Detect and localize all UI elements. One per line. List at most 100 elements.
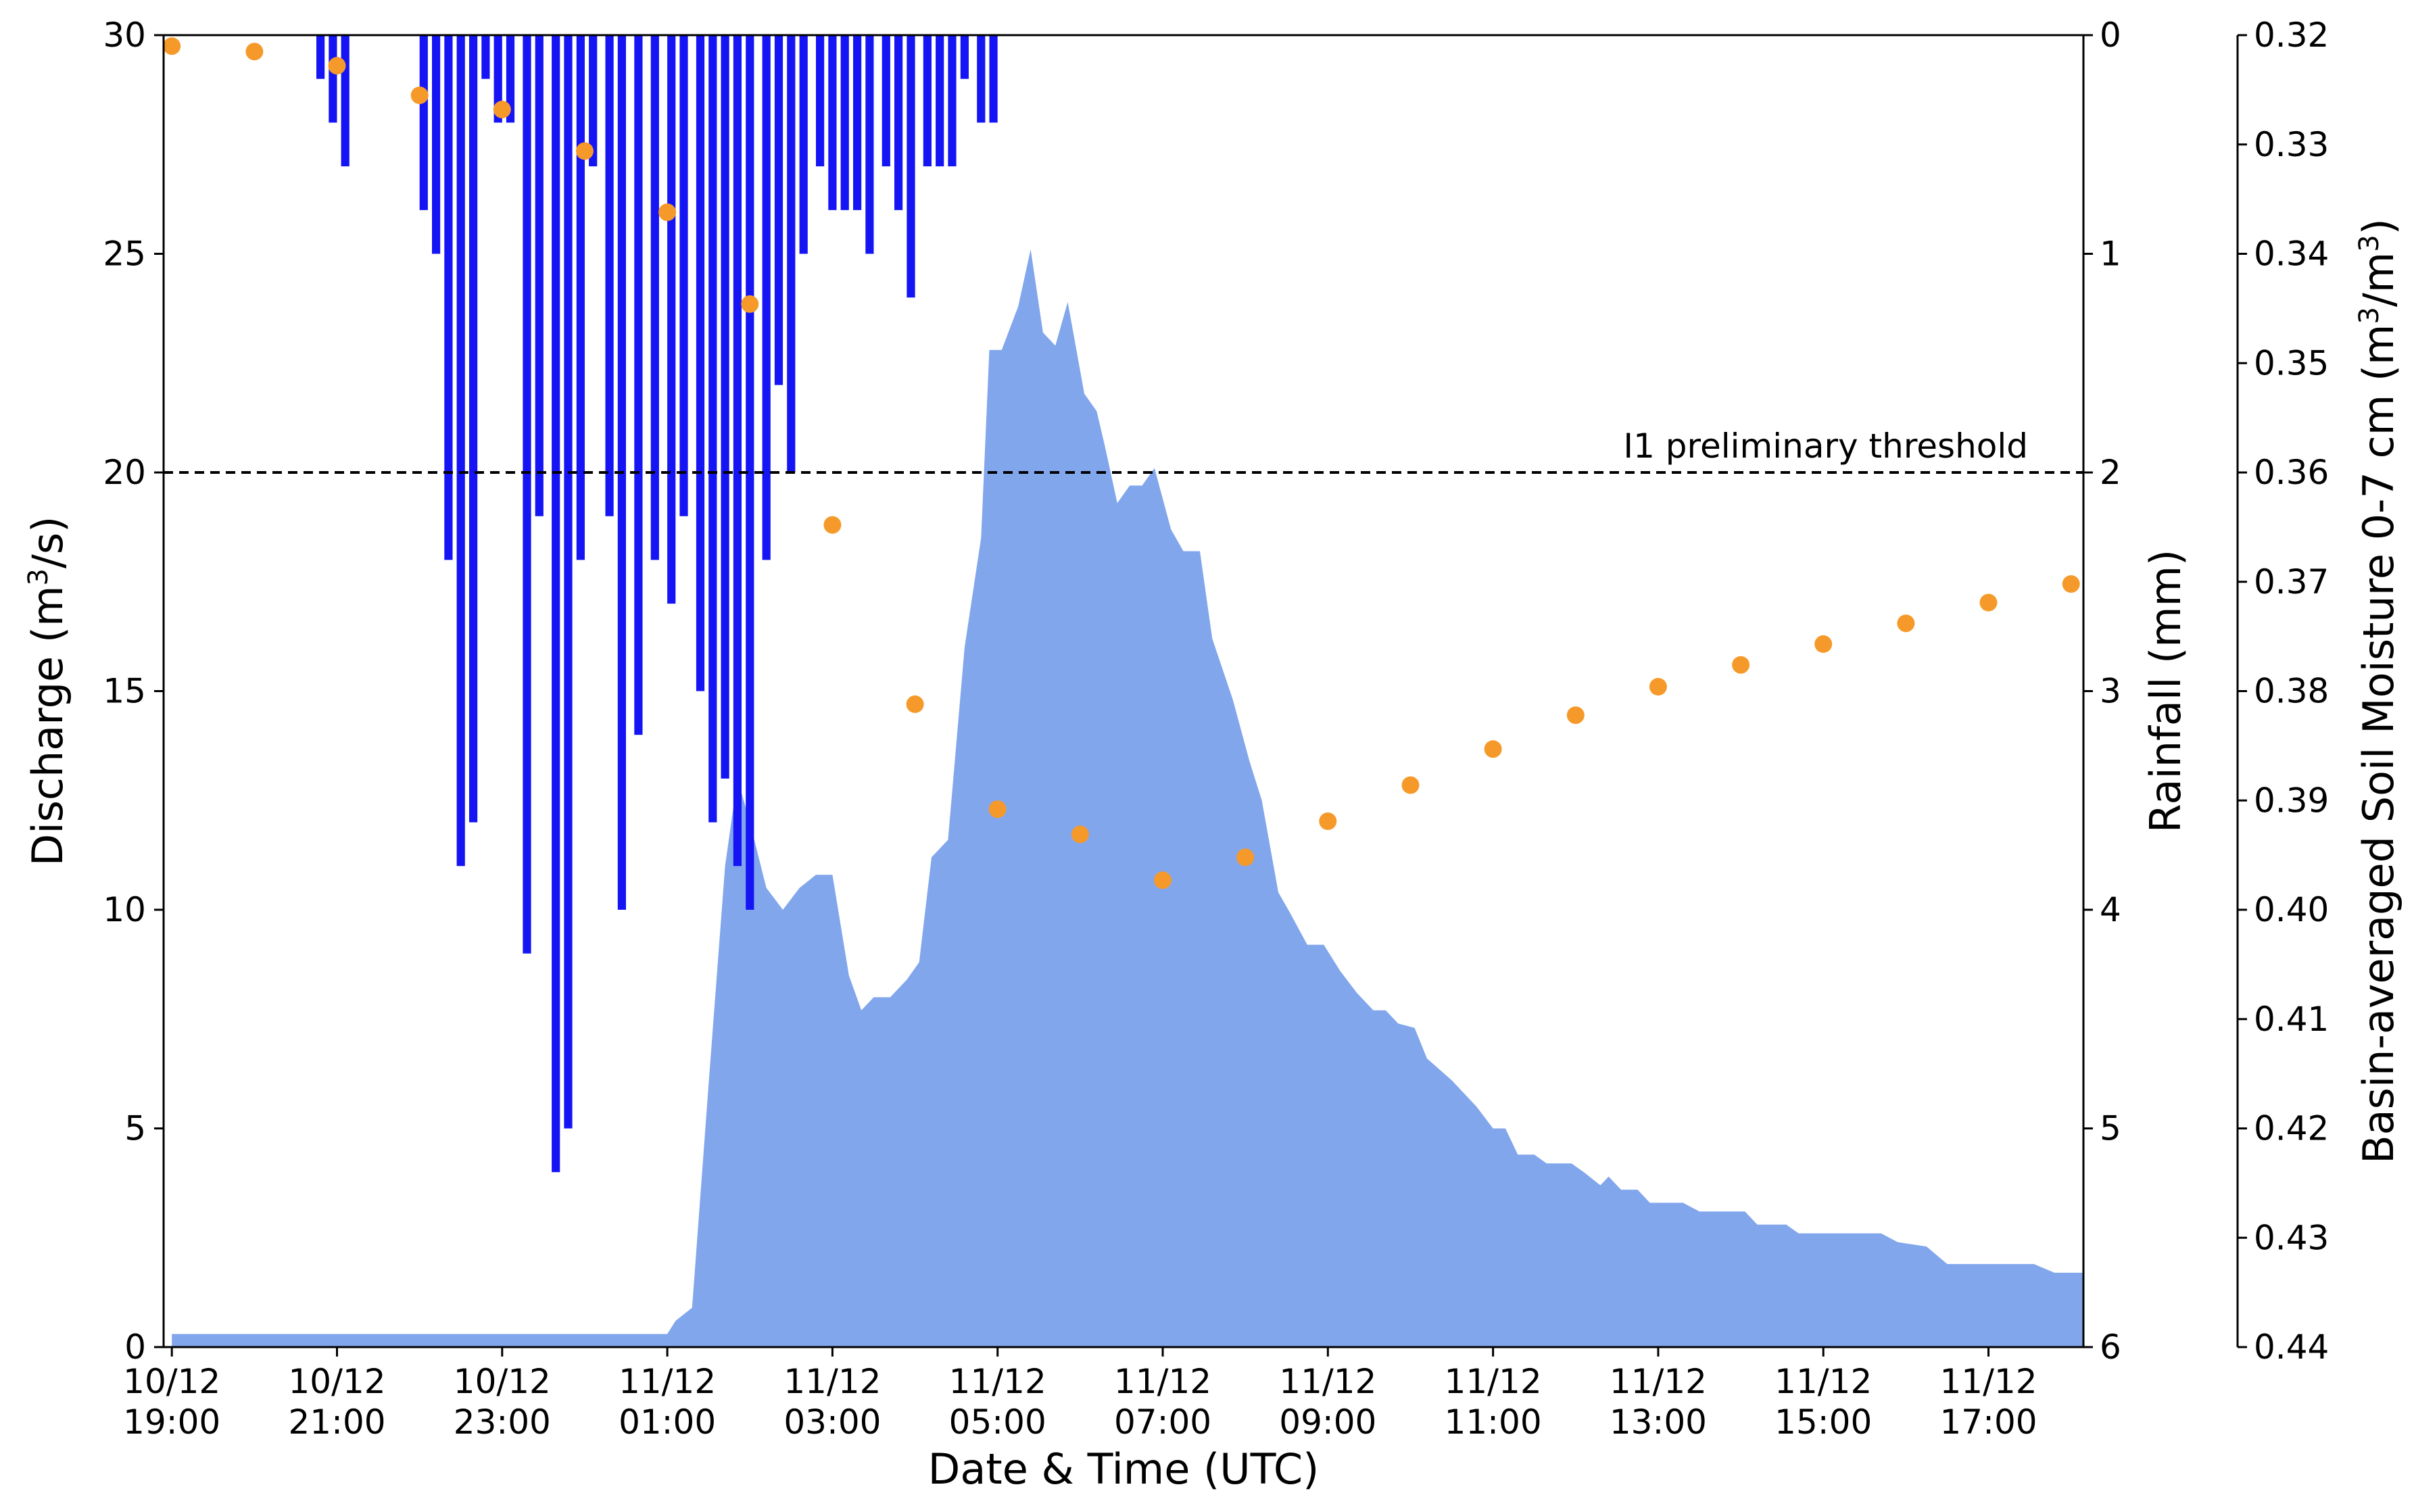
discharge-tick-label-6: 30 (103, 16, 146, 55)
soil-moisture-point-17 (1566, 706, 1585, 725)
soil-moisture-tick-label-3: 0.35 (2254, 343, 2329, 383)
rainfall-bar-10 (506, 35, 515, 123)
x-tick-label-time-11: 17:00 (1939, 1403, 2037, 1442)
soil-moisture-tick-label-4: 0.36 (2254, 453, 2329, 492)
soil-moisture-tick-label-8: 0.40 (2254, 890, 2329, 929)
rainfall-bar-0 (316, 35, 325, 79)
x-tick-label-time-10: 15:00 (1775, 1403, 1872, 1442)
rainfall-bar-24 (708, 35, 717, 823)
soil-moisture-point-18 (1649, 678, 1667, 696)
rainfall-bar-36 (865, 35, 874, 254)
rainfall-bars-layer (316, 35, 998, 1173)
x-tick-label-date-1: 10/12 (288, 1362, 385, 1401)
rainfall-bar-45 (989, 35, 998, 123)
x-tick-label-date-3: 11/12 (619, 1362, 716, 1401)
x-tick-label-time-8: 11:00 (1445, 1403, 1542, 1442)
soil-moisture-tick-label-9: 0.41 (2254, 1000, 2329, 1039)
discharge-tick-label-5: 25 (103, 235, 146, 274)
x-tick-label-date-11: 11/12 (1939, 1362, 2037, 1401)
soil-moisture-point-6 (658, 203, 677, 221)
rainfall-bar-28 (762, 35, 771, 560)
soil-moisture-tick-label-1: 0.33 (2254, 125, 2329, 164)
rainfall-bar-22 (679, 35, 688, 516)
rainfall-tick-label-0: 0 (2100, 16, 2121, 55)
soil-moisture-tick-label-11: 0.43 (2254, 1218, 2329, 1257)
rainfall-bar-32 (816, 35, 825, 167)
x-tick-label-date-0: 10/12 (123, 1362, 220, 1401)
soil-moisture-point-8 (823, 516, 842, 534)
rainfall-tick-label-5: 5 (2100, 1109, 2121, 1148)
soil-moisture-point-4 (493, 101, 511, 118)
rainfall-bar-14 (564, 35, 573, 1129)
rainfall-bar-12 (535, 35, 544, 516)
rainfall-bar-11 (523, 35, 531, 954)
rainfall-bar-44 (977, 35, 986, 123)
rainfall-tick-label-2: 2 (2100, 453, 2121, 492)
rainfall-tick-label-4: 4 (2100, 890, 2121, 929)
rainfall-bar-5 (444, 35, 453, 560)
soil-moisture-point-23 (2062, 575, 2080, 593)
soil-moisture-tick-label-6: 0.38 (2254, 672, 2329, 711)
soil-moisture-point-10 (988, 800, 1007, 819)
rainfall-bar-23 (696, 35, 705, 691)
rainfall-bar-13 (552, 35, 560, 1173)
x-tick-label-date-10: 11/12 (1775, 1362, 1872, 1401)
discharge-axis-label: Discharge (m3/s) (23, 516, 72, 867)
soil-moisture-point-12 (1154, 871, 1172, 889)
x-axis-label: Date & Time (UTC) (928, 1444, 1320, 1494)
soil-moisture-tick-label-7: 0.39 (2254, 781, 2329, 820)
x-tick-label-date-9: 11/12 (1610, 1362, 1707, 1401)
rainfall-bar-15 (576, 35, 585, 560)
rainfall-bar-40 (923, 35, 932, 167)
soil-moisture-tick-label-10: 0.42 (2254, 1109, 2329, 1148)
rainfall-bar-20 (650, 35, 659, 560)
rainfall-bar-9 (493, 35, 502, 123)
rainfall-bar-26 (733, 35, 742, 867)
rainfall-axis-label: Rainfall (mm) (2141, 550, 2190, 833)
soil-moisture-point-7 (741, 295, 759, 313)
rainfall-bar-27 (746, 35, 754, 910)
soil-moisture-point-15 (1401, 776, 1420, 794)
soil-moisture-point-0 (163, 37, 181, 55)
x-tick-label-time-1: 21:00 (288, 1403, 385, 1442)
rainfall-bar-35 (853, 35, 862, 210)
soil-moisture-point-21 (1897, 614, 1915, 633)
soil-moisture-point-11 (1071, 825, 1089, 844)
soil-moisture-point-14 (1319, 812, 1337, 830)
soil-moisture-point-22 (1979, 593, 1998, 612)
soil-moisture-axis-label: Basin-averaged Soil Moisture 0-7 cm (m3/… (2354, 218, 2403, 1164)
soil-moisture-point-20 (1814, 635, 1833, 653)
x-tick-label-time-6: 07:00 (1114, 1403, 1211, 1442)
soil-moisture-point-2 (328, 57, 346, 75)
rainfall-bar-21 (667, 35, 676, 604)
rainfall-bar-4 (432, 35, 441, 254)
rainfall-bar-29 (774, 35, 783, 385)
rainfall-bar-7 (469, 35, 478, 823)
rainfall-bar-19 (634, 35, 643, 735)
threshold-layer: I1 preliminary threshold (164, 426, 2083, 474)
rainfall-bar-39 (907, 35, 915, 298)
rainfall-bar-42 (948, 35, 957, 167)
x-tick-label-date-2: 10/12 (454, 1362, 551, 1401)
rainfall-bar-25 (721, 35, 729, 779)
rainfall-bar-37 (882, 35, 890, 167)
soil-moisture-point-16 (1484, 740, 1502, 758)
rainfall-bar-6 (456, 35, 465, 867)
rainfall-bar-34 (840, 35, 849, 210)
x-tick-label-time-5: 05:00 (949, 1403, 1046, 1442)
x-tick-label-date-6: 11/12 (1114, 1362, 1211, 1401)
discharge-tick-label-3: 15 (103, 672, 146, 711)
discharge-tick-label-0: 0 (124, 1327, 146, 1367)
discharge-area (172, 249, 2084, 1347)
x-tick-label-date-7: 11/12 (1279, 1362, 1376, 1401)
rainfall-bar-31 (799, 35, 808, 254)
x-tick-label-date-4: 11/12 (783, 1362, 881, 1401)
soil-moisture-point-19 (1732, 656, 1750, 674)
soil-moisture-point-5 (576, 142, 594, 160)
soil-moisture-points-layer (163, 37, 2080, 889)
x-tick-label-date-5: 11/12 (949, 1362, 1046, 1401)
rainfall-bar-33 (828, 35, 837, 210)
soil-moisture-point-3 (410, 87, 429, 104)
rainfall-bar-16 (589, 35, 598, 167)
